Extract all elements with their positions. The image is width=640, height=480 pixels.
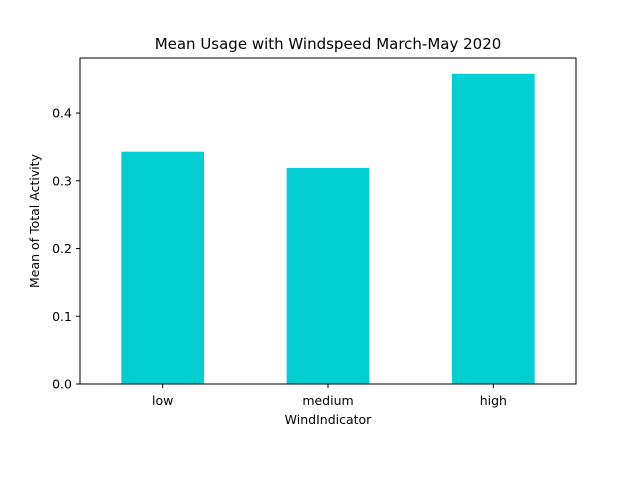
y-tick-label-3: 0.3 (52, 173, 72, 188)
y-tick-label-2: 0.2 (52, 241, 72, 256)
y-tick-label-1: 0.1 (52, 309, 72, 324)
x-tick-label-low: low (152, 393, 173, 408)
x-axis-label: WindIndicator (285, 412, 373, 427)
bar-medium (286, 167, 370, 384)
y-tick-label-4: 0.4 (52, 106, 72, 121)
y-tick-label-0: 0.0 (52, 377, 72, 392)
chart-title: Mean Usage with Windspeed March-May 2020 (155, 35, 502, 53)
y-axis-ticks: 0.0 0.1 0.2 0.3 0.4 (52, 106, 80, 392)
bars-group (121, 73, 535, 385)
plot-area-frame (79, 57, 577, 385)
x-axis-ticks: low medium high (152, 384, 507, 408)
x-tick-label-high: high (480, 393, 507, 408)
x-tick-label-medium: medium (302, 393, 353, 408)
y-axis-label: Mean of Total Activity (27, 153, 42, 288)
bar-low (121, 151, 204, 384)
bar-high (452, 73, 535, 385)
